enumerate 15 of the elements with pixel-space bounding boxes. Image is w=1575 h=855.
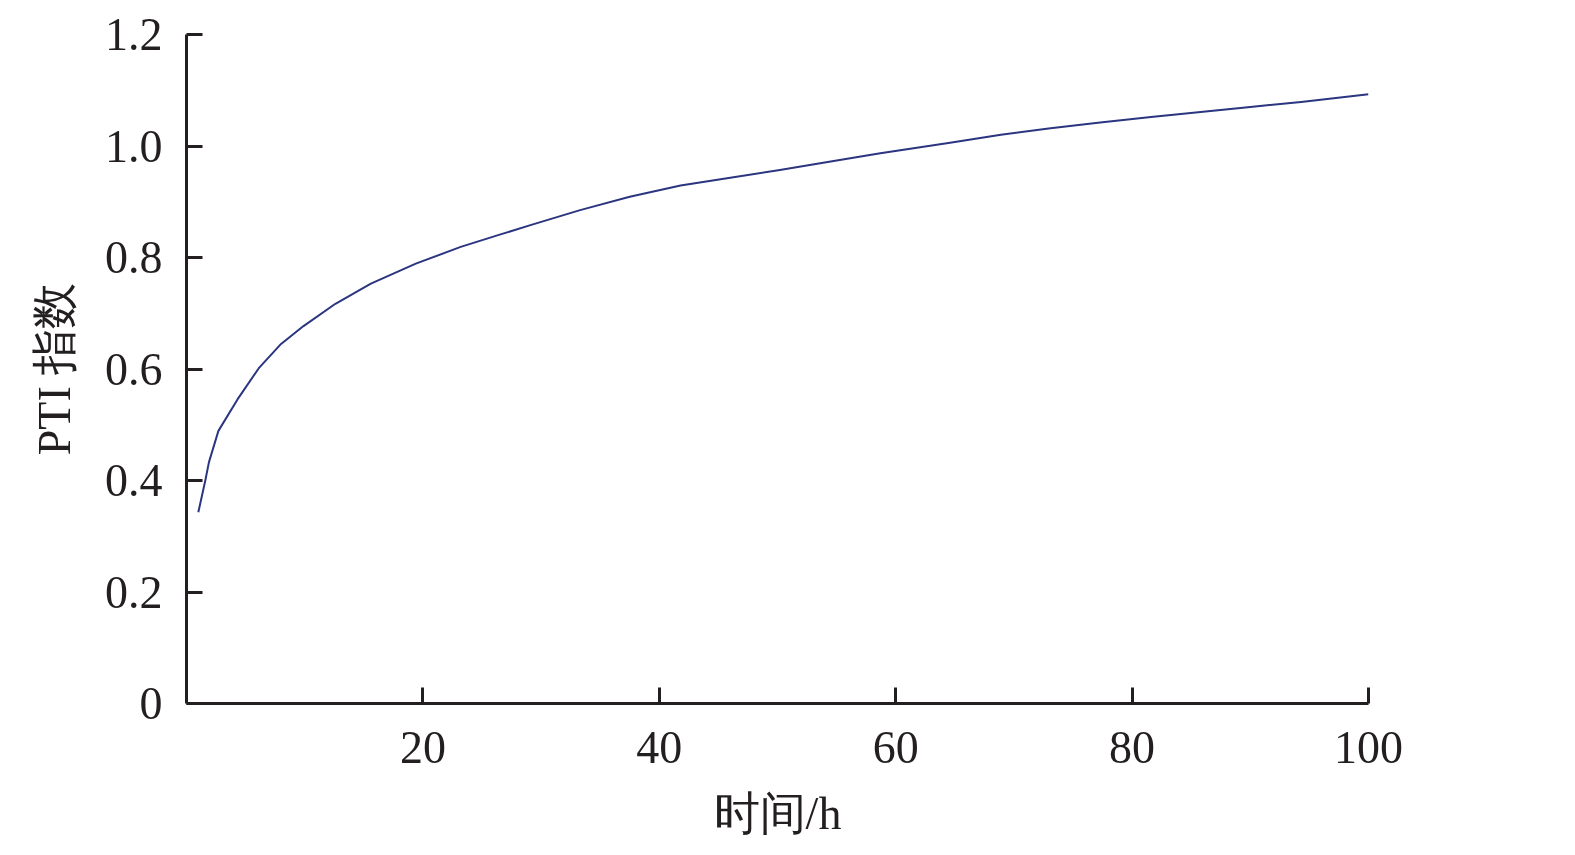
y-tick-label: 1.0 — [105, 120, 163, 172]
x-tick-label: 100 — [1334, 721, 1403, 773]
y-tick-label: 1.2 — [105, 9, 163, 60]
x-tick-label: 80 — [1109, 721, 1156, 773]
y-axis-title: PTI 指数 — [29, 282, 80, 456]
y-tick-label: 0.4 — [105, 455, 163, 506]
y-tick-label: 0.8 — [105, 232, 163, 283]
x-axis-title: 时间/h — [713, 787, 842, 839]
x-tick-label: 60 — [872, 721, 919, 773]
y-tick-label: 0.6 — [105, 343, 163, 395]
y-tick-label: 0.2 — [105, 566, 163, 618]
x-tick-label: 40 — [636, 721, 683, 773]
line-series — [197, 93, 1369, 514]
x-tick-label: 20 — [399, 721, 446, 773]
y-tick-label: 0 — [139, 678, 163, 729]
